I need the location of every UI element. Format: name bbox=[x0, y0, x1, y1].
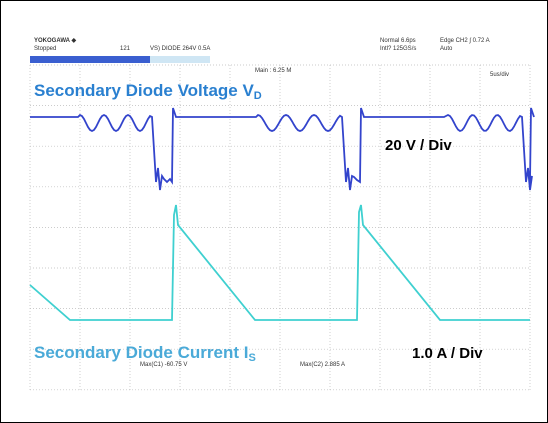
status: Stopped bbox=[34, 46, 56, 52]
current-label-text: Secondary Diode Current I bbox=[34, 343, 248, 362]
channel: VS) DIODE 264V 0.5A bbox=[150, 46, 210, 52]
measurement-1: Max(C1) -60.75 V bbox=[140, 362, 187, 368]
voltage-label: Secondary Diode Voltage VD bbox=[34, 81, 262, 102]
current-trace bbox=[29, 204, 530, 321]
main: Main : 6.25 M bbox=[255, 68, 291, 74]
channel-bar bbox=[30, 56, 150, 63]
voltage-trace bbox=[30, 107, 535, 191]
voltage-scale: 20 V / Div bbox=[385, 137, 452, 154]
measurement-2: Max(C2) 2.885 A bbox=[300, 362, 345, 368]
trigger-mode: Auto bbox=[440, 46, 453, 52]
voltage-sub: D bbox=[254, 90, 262, 102]
brand: YOKOGAWA ◆ bbox=[34, 37, 76, 44]
current-sub: S bbox=[248, 352, 255, 364]
current-label: Secondary Diode Current IS bbox=[34, 343, 256, 364]
timebase: 5us/div bbox=[490, 72, 509, 78]
voltage-label-text: Secondary Diode Voltage V bbox=[34, 81, 254, 100]
grid bbox=[29, 64, 531, 391]
count: 121 bbox=[120, 46, 131, 52]
current-scale: 1.0 A / Div bbox=[412, 345, 483, 362]
sample: Intl? 125GS/s bbox=[380, 46, 416, 52]
mode: Normal 6.6ps bbox=[380, 38, 416, 44]
trigger: Edge CH2 ∫ 0.72 A bbox=[440, 37, 490, 44]
channel-bar-2 bbox=[150, 56, 210, 63]
